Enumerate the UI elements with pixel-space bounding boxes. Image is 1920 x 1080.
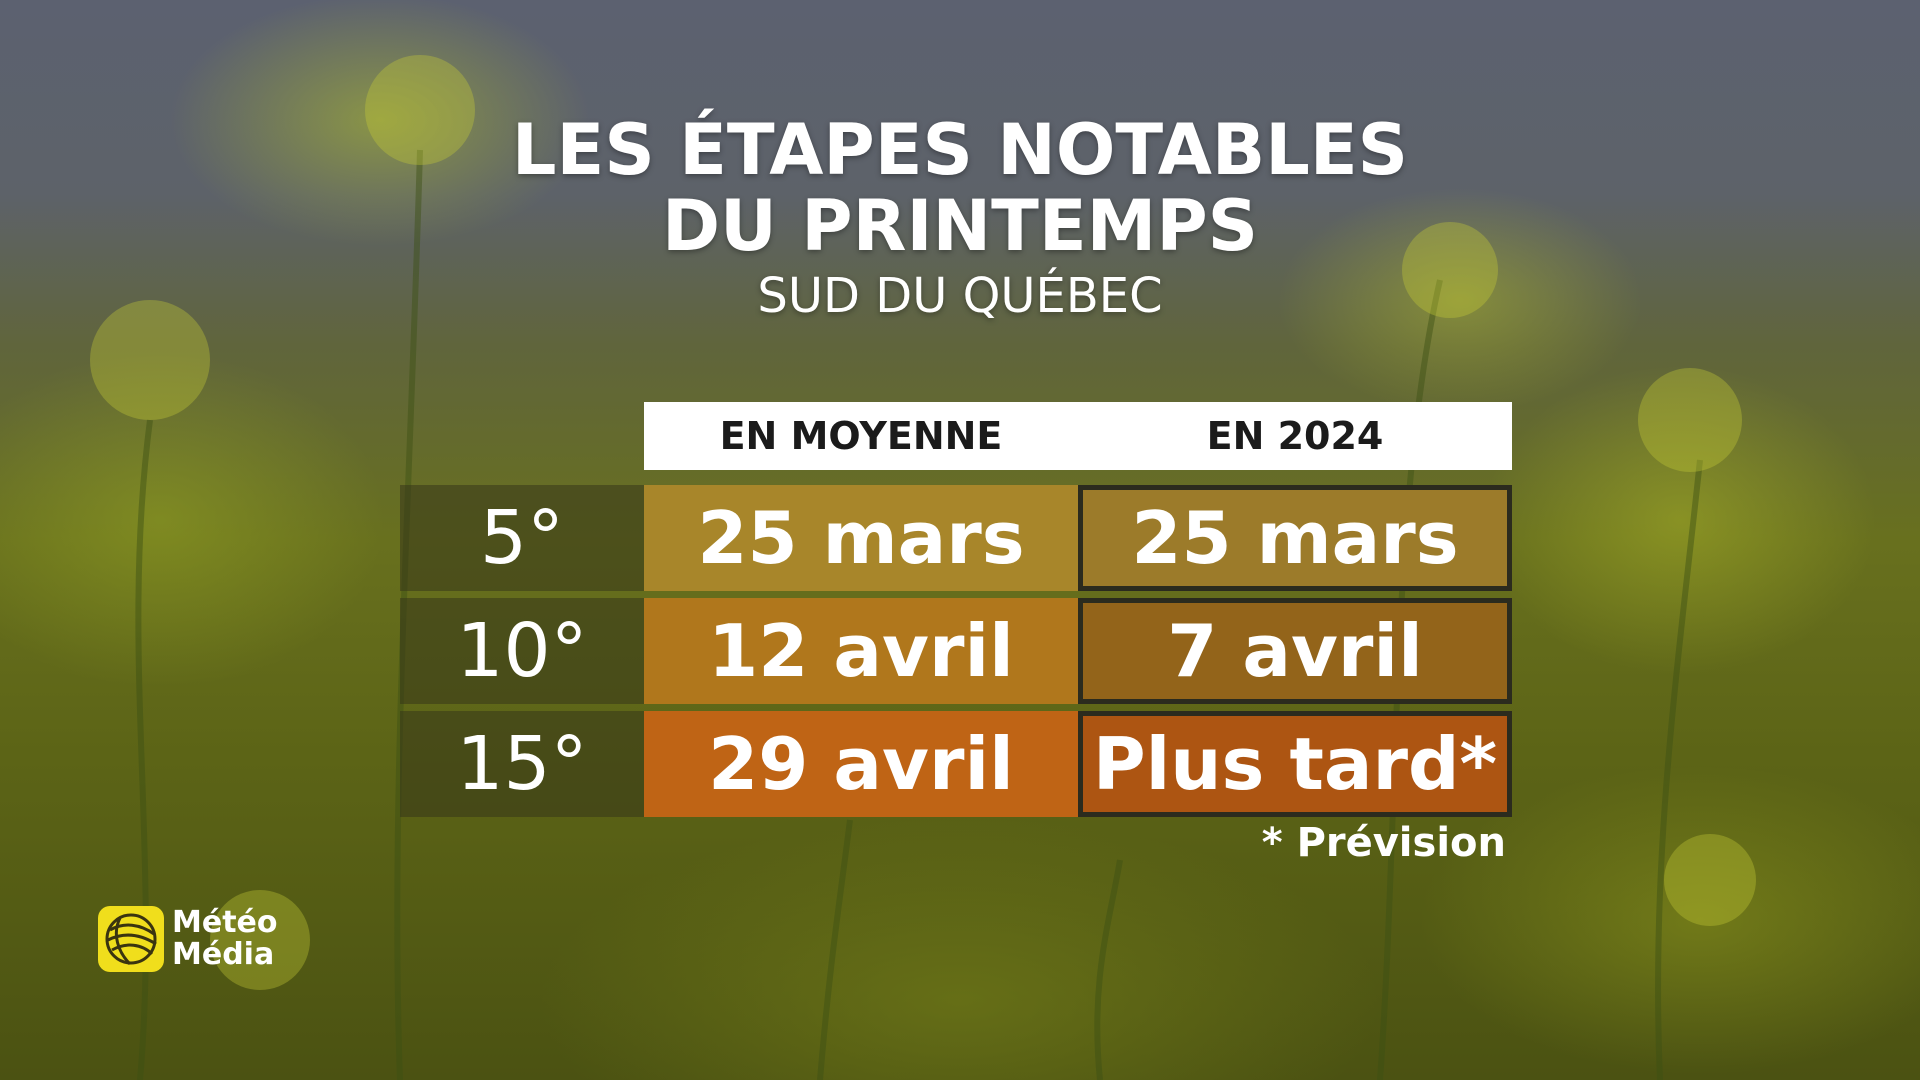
row-label-temperature: 15° [400,711,644,817]
page-title-line-1: LES ÉTAPES NOTABLES [511,109,1409,191]
table-row: 10° 12 avril 7 avril [400,598,1512,704]
row-label-temperature: 10° [400,598,644,704]
title-block: LES ÉTAPES NOTABLES DU PRINTEMPS SUD DU … [0,112,1920,326]
table-header: EN MOYENNE EN 2024 [644,402,1512,470]
row-label-temperature: 5° [400,485,644,591]
footnote: * Prévision [1261,820,1506,866]
cell-2024: 7 avril [1078,598,1512,704]
cell-average: 25 mars [644,485,1078,591]
page-subtitle: SUD DU QUÉBEC [757,268,1163,324]
page-title-line-2: DU PRINTEMPS [661,185,1259,267]
cell-2024: Plus tard* [1078,711,1512,817]
cell-average: 29 avril [644,711,1078,817]
table-row: 15° 29 avril Plus tard* [400,711,1512,817]
column-header-2024: EN 2024 [1206,414,1384,458]
cell-2024: 25 mars [1078,485,1512,591]
table-row: 5° 25 mars 25 mars [400,485,1512,591]
logo-text-line-1: Météo [172,905,278,940]
meteomedia-logo: Météo Média [98,906,278,972]
cell-average: 12 avril [644,598,1078,704]
column-header-average: EN MOYENNE [719,414,1003,458]
logo-text-line-2: Média [172,937,275,972]
globe-logo-icon [98,906,164,972]
